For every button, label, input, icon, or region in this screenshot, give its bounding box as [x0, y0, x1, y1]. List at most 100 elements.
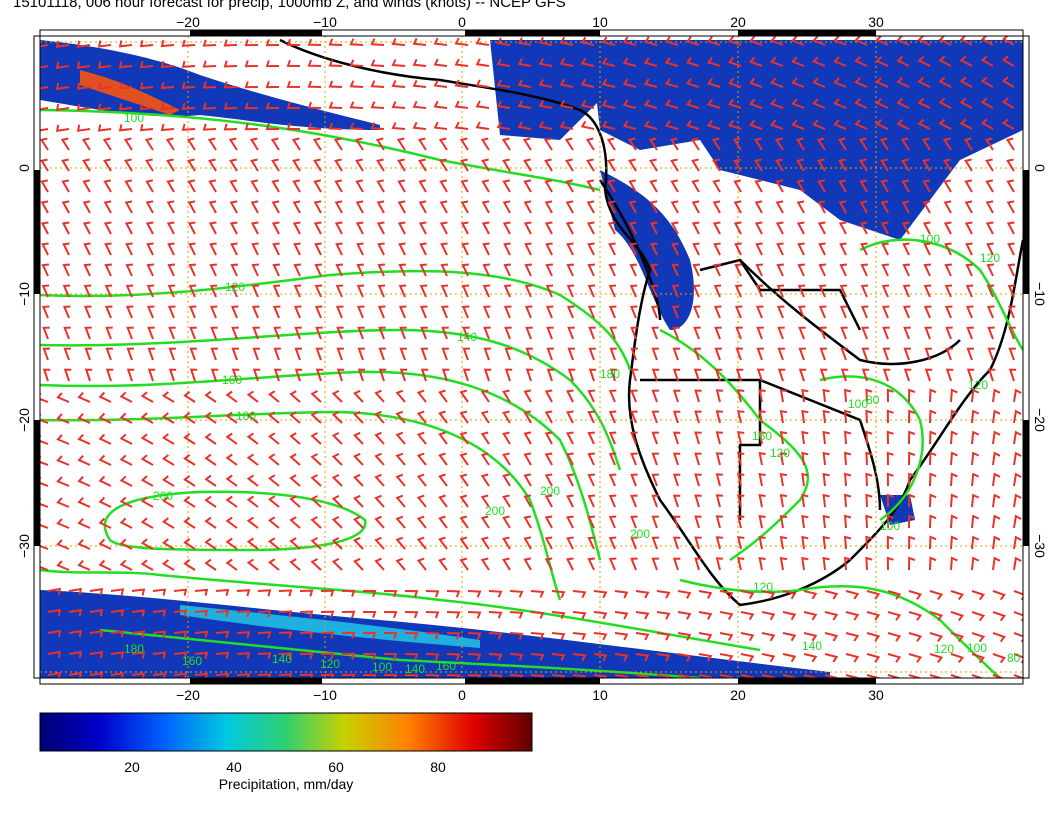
wind-barb: [1007, 284, 1016, 298]
wind-barb: [854, 36, 868, 46]
wind-barb: [267, 495, 280, 508]
wind-barb: [971, 514, 980, 529]
wind-barb: [313, 179, 322, 193]
wind-barb: [251, 305, 260, 319]
wind-barb: [56, 518, 70, 529]
wind-barb: [544, 515, 553, 529]
wind-barb: [963, 137, 973, 151]
wind-barb: [425, 653, 440, 661]
wind-barb: [559, 36, 574, 46]
wind-barb: [299, 589, 314, 597]
wind-barb: [395, 452, 406, 466]
wind-barb: [257, 631, 272, 639]
wind-barb: [103, 221, 112, 235]
wind-barb: [587, 389, 595, 403]
wind-barb: [246, 432, 259, 445]
wind-barb: [875, 56, 889, 67]
wind-barb: [929, 430, 937, 445]
colorbar-tick: 20: [124, 759, 140, 775]
wind-barb: [670, 221, 679, 235]
wind-barb: [607, 221, 616, 235]
wind-barb: [502, 494, 511, 508]
wind-barb: [420, 326, 428, 340]
wind-barb: [629, 284, 638, 298]
wind-barb: [503, 305, 512, 319]
wind-barb: [225, 411, 238, 424]
wind-barb: [929, 493, 937, 508]
wind-barb: [737, 494, 745, 508]
wind-barb: [225, 495, 238, 508]
wind-barb: [202, 60, 217, 68]
wind-barb: [328, 38, 343, 46]
top-lon-tick: 10: [592, 14, 608, 30]
wind-barb: [119, 496, 133, 508]
wind-barb: [483, 347, 491, 361]
wind-barb: [189, 326, 197, 340]
wind-barb: [257, 589, 272, 597]
wind-barb: [670, 179, 679, 193]
wind-barb: [758, 410, 766, 424]
wind-barb: [860, 242, 868, 256]
wind-barb: [331, 516, 343, 529]
wind-barb: [391, 59, 406, 67]
wind-barb: [559, 57, 574, 67]
wind-barb: [822, 493, 830, 508]
wind-barb: [183, 433, 196, 445]
wind-barb: [509, 653, 524, 661]
wind-barb: [84, 368, 93, 382]
wind-barb: [902, 305, 911, 319]
wind-barb: [446, 653, 461, 661]
wind-barb: [210, 347, 218, 361]
wind-barb: [698, 590, 713, 599]
wind-barb: [692, 263, 700, 277]
top-lon-tick: 30: [868, 14, 884, 30]
wind-barb: [908, 493, 916, 508]
wind-barb: [145, 200, 154, 214]
bottom-axis: −20 −10 0 10 20 30: [39, 677, 1024, 703]
wind-barb: [383, 653, 398, 661]
wind-barb: [651, 515, 659, 529]
wind-barb: [62, 305, 71, 319]
wind-barb: [945, 347, 953, 361]
wind-barb: [187, 179, 196, 193]
wind-barb: [60, 137, 70, 151]
wind-barb: [670, 158, 679, 172]
wind-barb: [607, 200, 616, 214]
wind-barb: [160, 102, 175, 111]
wind-barb: [314, 305, 323, 319]
wind-barb: [119, 475, 133, 487]
wind-barb: [289, 411, 301, 424]
wind-barb: [183, 391, 196, 403]
wind-barb: [459, 515, 469, 529]
wind-barb: [544, 431, 553, 445]
wind-barb: [938, 76, 952, 88]
wind-barb: [349, 38, 364, 46]
wind-barb: [692, 284, 701, 298]
wind-barb: [901, 158, 910, 172]
wind-barb: [336, 326, 344, 340]
wind-barb: [416, 515, 427, 529]
wind-barb: [734, 263, 742, 277]
wind-barb: [713, 305, 722, 319]
wind-barb: [161, 538, 175, 550]
wind-barb: [664, 99, 679, 109]
wind-barb: [749, 56, 763, 67]
wind-barb: [265, 39, 280, 47]
wind-barb: [664, 120, 679, 130]
wind-barb: [40, 392, 49, 403]
wind-barb: [119, 433, 133, 445]
wind-barb: [698, 674, 713, 678]
wind-barb: [917, 97, 931, 109]
wind-barb: [854, 56, 868, 67]
wind-barb: [714, 326, 722, 340]
wind-barb: [126, 347, 134, 361]
wind-barb: [749, 36, 763, 46]
wind-barb: [929, 409, 937, 424]
wind-barb: [331, 453, 343, 466]
wind-barb: [341, 673, 356, 678]
wind-barb: [98, 559, 112, 571]
wind-barb: [161, 517, 175, 529]
wind-barb: [61, 158, 70, 172]
wind-barb: [145, 221, 154, 235]
wind-barb: [509, 632, 524, 640]
